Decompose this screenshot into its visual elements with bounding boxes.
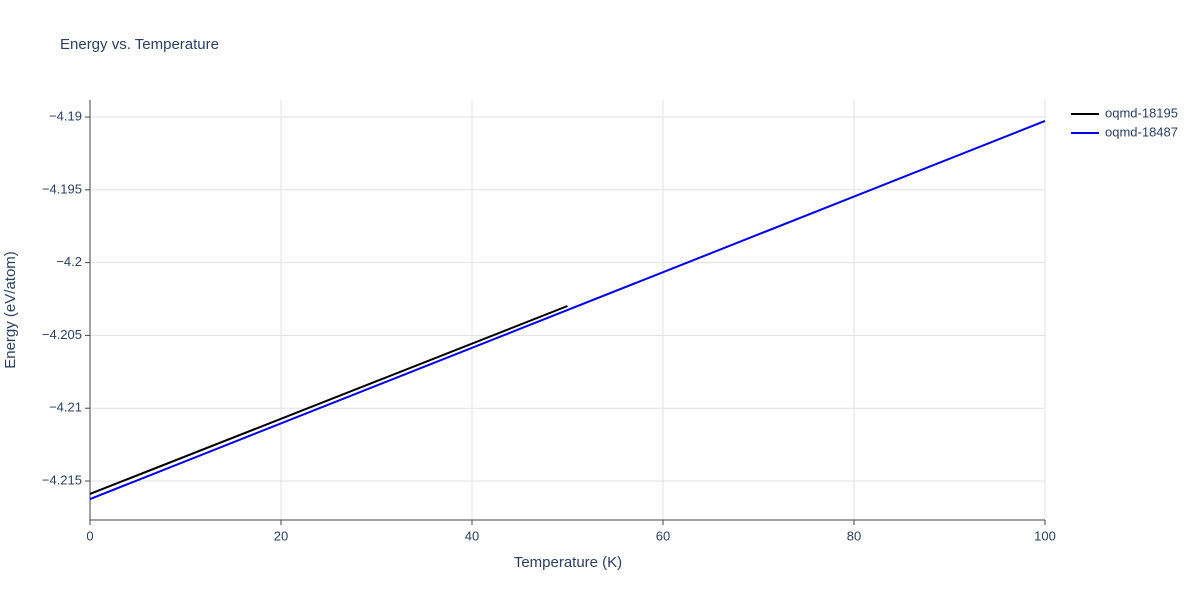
x-tick-label: 60 <box>656 528 670 543</box>
line-series <box>89 305 568 495</box>
y-tick-label: −4.195 <box>42 181 82 196</box>
legend-label: oqmd-18195 <box>1105 105 1178 120</box>
x-tick-label: 40 <box>465 528 479 543</box>
y-axis-title: Energy (eV/atom) <box>2 251 19 369</box>
y-tick-label: −4.205 <box>42 327 82 342</box>
x-tick-label: 80 <box>847 528 861 543</box>
legend-label: oqmd-18487 <box>1105 124 1178 139</box>
y-tick-label: −4.215 <box>42 472 82 487</box>
x-tick-label: 0 <box>86 528 93 543</box>
y-tick-label: −4.21 <box>49 400 82 415</box>
line-series <box>89 120 1046 500</box>
chart-title: Energy vs. Temperature <box>60 36 219 53</box>
y-tick-label: −4.2 <box>56 254 82 269</box>
x-axis-title: Temperature (K) <box>514 554 622 571</box>
y-tick-label: −4.19 <box>49 108 82 123</box>
x-tick-label: 100 <box>1034 528 1056 543</box>
x-tick-label: 20 <box>274 528 288 543</box>
